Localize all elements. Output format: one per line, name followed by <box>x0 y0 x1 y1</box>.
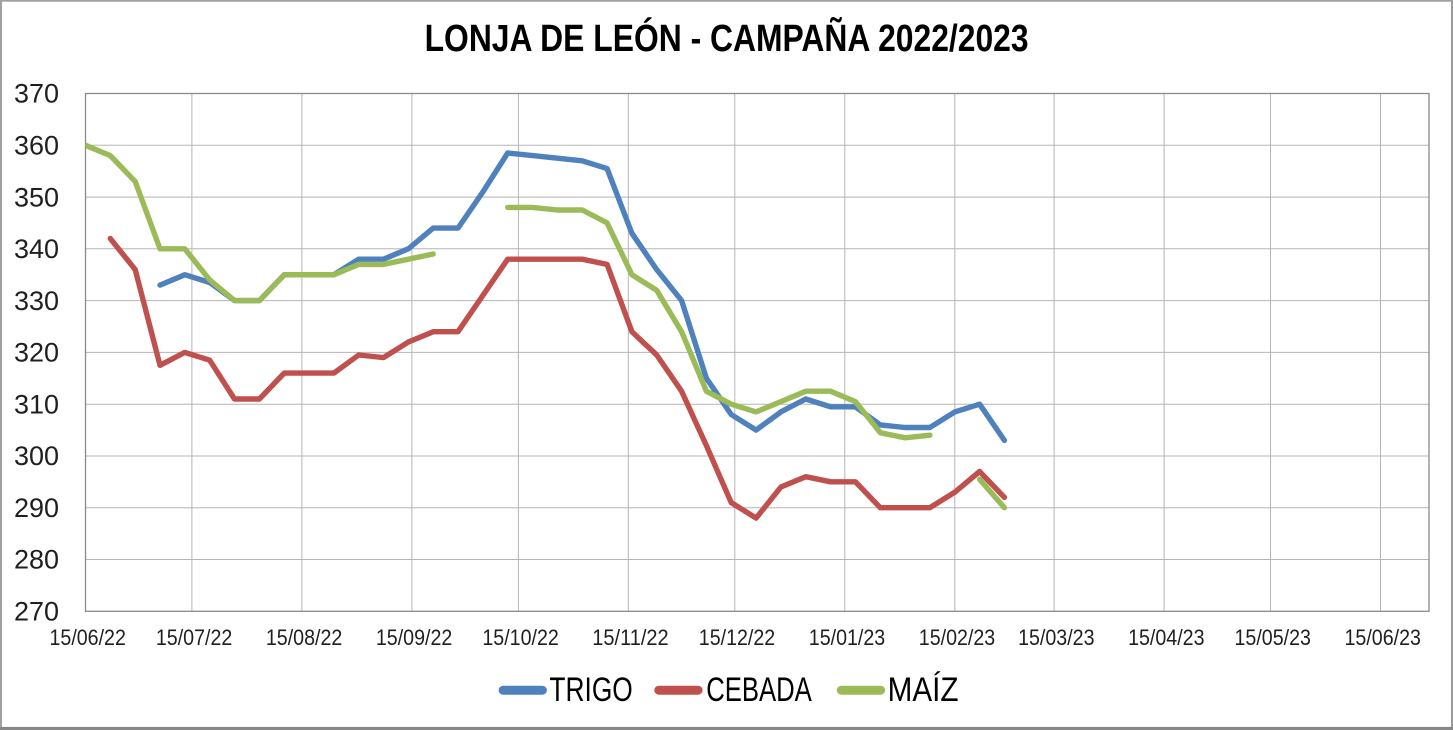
svg-text:15/11/22: 15/11/22 <box>592 625 668 650</box>
svg-text:310: 310 <box>14 389 59 419</box>
svg-text:15/12/22: 15/12/22 <box>699 625 775 650</box>
svg-text:350: 350 <box>14 182 59 212</box>
svg-text:15/05/23: 15/05/23 <box>1235 625 1311 650</box>
svg-text:15/06/22: 15/06/22 <box>49 625 125 650</box>
svg-text:TRIGO: TRIGO <box>549 671 632 709</box>
svg-text:15/01/23: 15/01/23 <box>809 625 885 650</box>
svg-text:15/07/22: 15/07/22 <box>156 625 232 650</box>
svg-text:300: 300 <box>14 441 59 471</box>
svg-text:15/03/23: 15/03/23 <box>1018 625 1094 650</box>
svg-text:CEBADA: CEBADA <box>706 671 812 709</box>
svg-text:15/10/22: 15/10/22 <box>482 625 558 650</box>
svg-text:MAÍZ: MAÍZ <box>888 671 959 709</box>
svg-text:320: 320 <box>14 338 59 368</box>
svg-text:LONJA DE LEÓN - CAMPAÑA 2022/2: LONJA DE LEÓN - CAMPAÑA 2022/2023 <box>425 16 1029 60</box>
svg-text:340: 340 <box>14 234 59 264</box>
svg-text:15/09/22: 15/09/22 <box>376 625 452 650</box>
svg-text:15/08/22: 15/08/22 <box>266 625 342 650</box>
svg-text:15/06/23: 15/06/23 <box>1345 625 1421 650</box>
svg-text:280: 280 <box>14 545 59 575</box>
svg-text:270: 270 <box>14 597 59 627</box>
svg-text:370: 370 <box>14 79 59 109</box>
svg-text:15/02/23: 15/02/23 <box>919 625 995 650</box>
svg-text:330: 330 <box>14 286 59 316</box>
svg-text:360: 360 <box>14 131 59 161</box>
svg-text:15/04/23: 15/04/23 <box>1128 625 1204 650</box>
svg-text:290: 290 <box>14 493 59 523</box>
